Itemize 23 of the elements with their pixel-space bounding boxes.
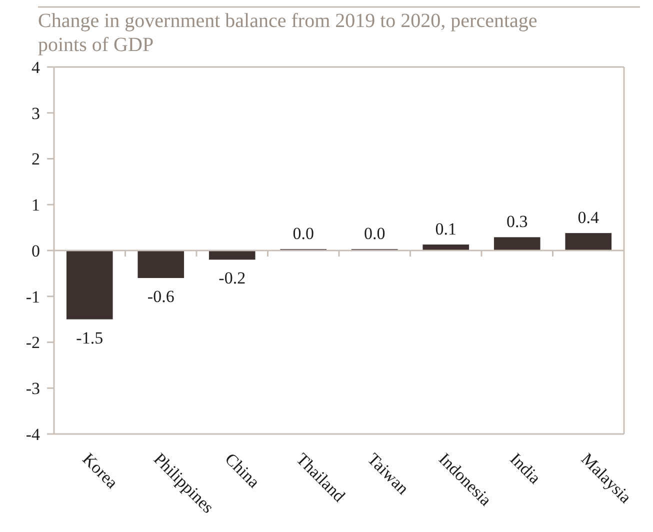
y-tick-label: -1 [26, 287, 40, 306]
data-label: 0.0 [292, 224, 314, 244]
bar [565, 233, 612, 250]
data-label: 0.1 [435, 220, 456, 239]
bar [422, 244, 470, 250]
chart-title: Change in government balance from 2019 to 2020, percentage points of GDP [38, 10, 538, 56]
bar [138, 250, 184, 278]
y-tick-label: 1 [32, 196, 40, 215]
data-label: 0.4 [578, 208, 600, 228]
data-label: -1.5 [76, 328, 104, 348]
y-tick-label: -3 [26, 379, 40, 398]
bar [494, 237, 540, 250]
data-label: 0.0 [364, 224, 386, 244]
y-tick-label: -2 [26, 333, 40, 352]
y-tick-label: 0 [32, 241, 40, 260]
y-tick-label: 2 [32, 150, 40, 169]
y-tick-label: -4 [26, 424, 40, 444]
data-label: -0.6 [147, 287, 174, 306]
data-label: 0.3 [506, 212, 528, 232]
y-tick-label: 3 [32, 104, 40, 123]
bar [66, 250, 113, 320]
data-label: -0.2 [218, 268, 246, 288]
y-tick-label: 4 [32, 58, 40, 77]
